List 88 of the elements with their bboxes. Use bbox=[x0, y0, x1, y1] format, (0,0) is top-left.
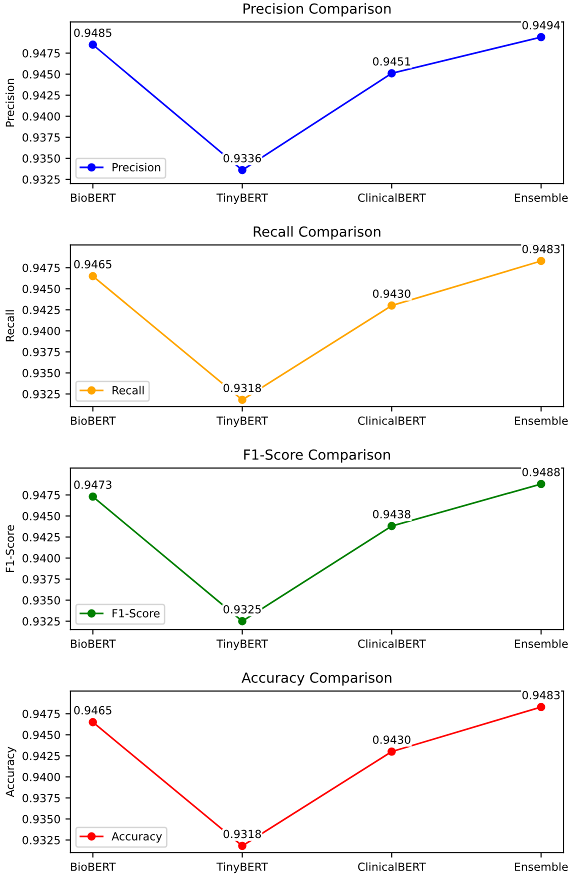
data-label: 0.9483 bbox=[522, 244, 560, 254]
point bbox=[388, 747, 396, 756]
point bbox=[238, 396, 246, 404]
x-tick-label: ClinicalBERT bbox=[358, 416, 426, 425]
legend-label: Precision bbox=[112, 162, 160, 172]
point bbox=[536, 480, 546, 488]
y-tick-label: 0.9325 bbox=[22, 175, 60, 184]
y-tick-label: 0.9425 bbox=[22, 306, 60, 314]
x-tick-label: ClinicalBERT bbox=[358, 639, 426, 648]
point bbox=[536, 702, 546, 712]
point bbox=[238, 617, 246, 626]
data-label: 0.9488 bbox=[522, 468, 560, 476]
data-label: 0.9430 bbox=[372, 289, 410, 298]
chart-title: Accuracy Comparison bbox=[242, 672, 392, 686]
y-tick-label: 0.9400 bbox=[22, 772, 60, 782]
y-tick-label: 0.9475 bbox=[22, 490, 60, 500]
x-tick-label: TinyBERT bbox=[216, 416, 268, 428]
y-tick-label: 0.9425 bbox=[22, 91, 60, 100]
data-label: 0.9485 bbox=[74, 28, 112, 37]
y-axis-title: Accuracy bbox=[6, 746, 16, 798]
y-tick-label: 0.9350 bbox=[22, 368, 60, 378]
x-tick-label: TinyBERT bbox=[216, 193, 268, 204]
x-tick-label: ClinicalBERT bbox=[358, 193, 426, 202]
y-tick-label: 0.9375 bbox=[22, 794, 60, 802]
legend-label: Accuracy bbox=[112, 832, 162, 843]
chart-title: Recall Comparison bbox=[254, 226, 380, 240]
x-tick-label: Ensemble bbox=[514, 639, 568, 648]
y-tick-label: 0.9450 bbox=[22, 512, 60, 520]
data-label: 0.9451 bbox=[372, 57, 410, 66]
chart-title: Precision Comparison bbox=[244, 3, 391, 17]
data-label: 0.9318 bbox=[224, 830, 261, 838]
point bbox=[536, 256, 546, 266]
y-axis-title: F1-Score bbox=[6, 525, 14, 572]
data-label: 0.9465 bbox=[74, 706, 112, 714]
data-label: 0.9473 bbox=[74, 480, 112, 489]
point bbox=[388, 522, 396, 530]
point bbox=[88, 272, 98, 280]
data-label: 0.9430 bbox=[372, 736, 410, 744]
y-tick-label: 0.9450 bbox=[22, 730, 60, 740]
y-tick-label: 0.9450 bbox=[22, 284, 60, 294]
y-tick-label: 0.9350 bbox=[22, 596, 60, 605]
x-tick-label: Ensemble bbox=[514, 862, 568, 871]
point bbox=[238, 842, 246, 850]
y-tick-label: 0.9400 bbox=[22, 326, 60, 336]
legend-label: Recall bbox=[112, 386, 144, 394]
point bbox=[388, 69, 396, 78]
y-tick-label: 0.9425 bbox=[22, 752, 60, 760]
x-tick-label: ClinicalBERT bbox=[358, 862, 426, 871]
point bbox=[536, 32, 546, 42]
x-tick-label: BioBERT bbox=[71, 862, 116, 871]
y-tick-label: 0.9400 bbox=[22, 554, 60, 562]
data-label: 0.9336 bbox=[224, 154, 262, 162]
y-tick-label: 0.9325 bbox=[22, 836, 60, 844]
point bbox=[88, 40, 98, 49]
y-axis-title: Recall bbox=[6, 310, 14, 342]
x-tick-label: TinyBERT bbox=[216, 862, 268, 874]
y-tick-label: 0.9350 bbox=[22, 814, 60, 824]
data-label: 0.9318 bbox=[224, 384, 261, 392]
chart-title: F1-Score Comparison bbox=[244, 449, 390, 463]
y-tick-label: 0.9450 bbox=[22, 70, 60, 79]
y-tick-label: 0.9375 bbox=[22, 133, 60, 142]
y-tick-label: 0.9350 bbox=[22, 154, 60, 163]
y-axis-title: Precision bbox=[6, 78, 14, 126]
data-label: 0.9438 bbox=[372, 510, 410, 518]
x-tick-label: Ensemble bbox=[514, 416, 568, 425]
y-tick-label: 0.9325 bbox=[22, 390, 60, 398]
point bbox=[88, 492, 98, 501]
x-tick-label: BioBERT bbox=[71, 193, 116, 202]
x-tick-label: BioBERT bbox=[71, 416, 116, 425]
data-label: 0.9494 bbox=[522, 21, 560, 30]
y-tick-label: 0.9325 bbox=[22, 617, 60, 626]
y-tick-label: 0.9400 bbox=[22, 112, 60, 121]
x-tick-label: BioBERT bbox=[71, 639, 116, 648]
y-tick-label: 0.9475 bbox=[22, 264, 60, 272]
y-tick-label: 0.9375 bbox=[22, 348, 60, 356]
y-tick-label: 0.9475 bbox=[22, 710, 60, 718]
legend-label: F1-Score bbox=[112, 609, 160, 618]
point bbox=[388, 301, 396, 310]
x-tick-label: TinyBERT bbox=[216, 639, 268, 650]
data-label: 0.9325 bbox=[224, 605, 261, 614]
data-label: 0.9483 bbox=[522, 690, 560, 700]
point bbox=[88, 718, 98, 726]
x-tick-label: Ensemble bbox=[514, 193, 568, 202]
data-label: 0.9465 bbox=[74, 260, 112, 268]
y-tick-label: 0.9375 bbox=[22, 575, 60, 584]
point bbox=[238, 166, 246, 174]
y-tick-label: 0.9475 bbox=[22, 49, 60, 58]
y-tick-label: 0.9425 bbox=[22, 533, 60, 542]
